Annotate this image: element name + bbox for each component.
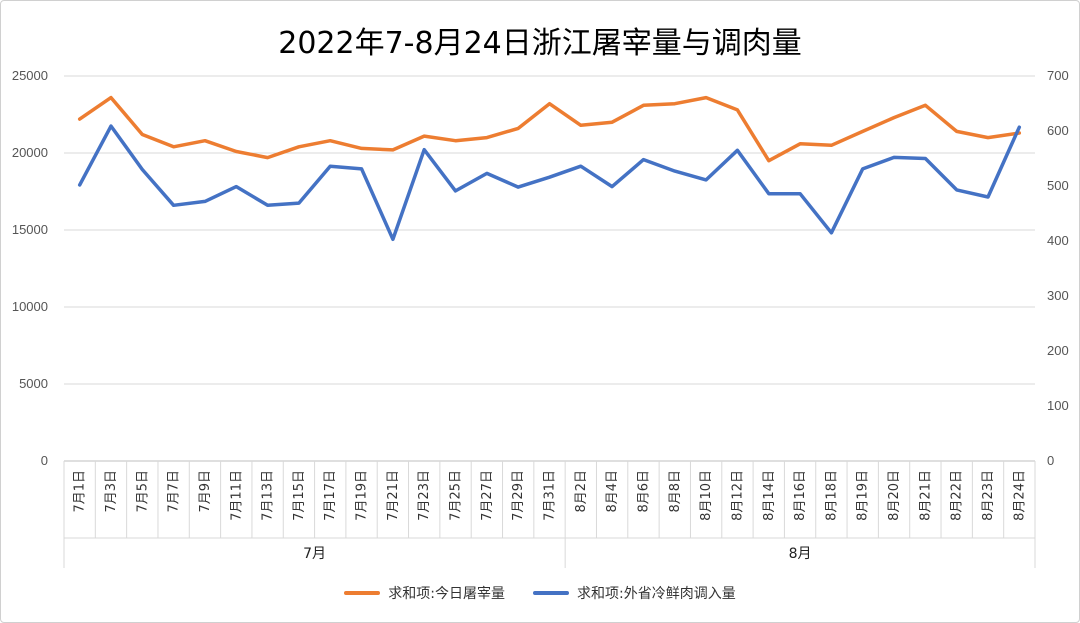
x-tick-label: 7月15日 <box>292 470 307 521</box>
y-right-tick-label: 200 <box>1047 343 1069 358</box>
x-tick-label: 7月23日 <box>417 470 432 521</box>
x-tick-label: 7月31日 <box>543 470 558 521</box>
series-line-slaughter <box>77 95 1022 163</box>
x-tick-label: 7月3日 <box>104 470 119 513</box>
x-tick-label: 7月19日 <box>355 470 370 521</box>
legend-label-slaughter: 求和项:今日屠宰量 <box>388 586 505 602</box>
x-tick-label: 8月16日 <box>793 470 808 521</box>
x-tick-label: 8月4日 <box>605 470 620 513</box>
x-tick-label: 7月9日 <box>198 470 213 513</box>
y-left-tick-label: 20000 <box>12 145 48 160</box>
x-tick-label: 8月19日 <box>856 470 871 521</box>
y-right-tick-label: 0 <box>1047 453 1054 468</box>
x-tick-label: 7月11日 <box>229 470 244 521</box>
x-tick-label: 8月24日 <box>1012 470 1027 521</box>
x-tick-label: 8月21日 <box>918 470 933 521</box>
x-tick-label: 8月22日 <box>950 470 965 521</box>
x-tick-label: 8月6日 <box>636 470 651 513</box>
x-tick-label: 7月21日 <box>386 470 401 521</box>
y-right-tick-label: 400 <box>1047 233 1069 248</box>
y-left-tick-label: 25000 <box>12 68 48 83</box>
x-tick-label: 7月5日 <box>135 470 150 513</box>
legend-swatch-import <box>533 591 569 595</box>
x-tick-label: 8月20日 <box>887 470 902 521</box>
legend-item-slaughter: 求和项:今日屠宰量 <box>344 583 505 603</box>
x-tick-label: 7月13日 <box>261 470 276 521</box>
x-tick-label: 8月2日 <box>574 470 589 513</box>
y-right-tick-label: 700 <box>1047 68 1069 83</box>
y-left-tick-label: 5000 <box>19 376 48 391</box>
x-tick-label: 7月25日 <box>449 470 464 521</box>
y-left-tick-label: 0 <box>41 453 48 468</box>
x-group-label: 8月 <box>789 546 812 562</box>
legend-item-import: 求和项:外省冷鲜肉调入量 <box>533 583 736 603</box>
y-left-tick-label: 10000 <box>12 299 48 314</box>
x-tick-label: 7月27日 <box>480 470 495 521</box>
chart-title: 2022年7-8月24日浙江屠宰量与调肉量 <box>278 26 802 61</box>
legend-label-import: 求和项:外省冷鲜肉调入量 <box>577 586 736 602</box>
y-right-tick-label: 100 <box>1047 398 1069 413</box>
x-tick-label: 7月1日 <box>73 470 88 513</box>
x-tick-label: 7月7日 <box>167 470 182 513</box>
x-tick-label: 7月17日 <box>323 470 338 521</box>
legend: 求和项:今日屠宰量 求和项:外省冷鲜肉调入量 <box>0 583 1080 603</box>
x-tick-label: 8月12日 <box>730 470 745 521</box>
y-left-tick-label: 15000 <box>12 222 48 237</box>
x-tick-label: 8月18日 <box>824 470 839 521</box>
x-tick-label: 8月8日 <box>668 470 683 513</box>
x-tick-label: 7月29日 <box>511 470 526 521</box>
x-tick-label: 8月10日 <box>699 470 714 521</box>
x-tick-label: 8月14日 <box>762 470 777 521</box>
x-group-label: 7月 <box>303 546 326 562</box>
series-line-import <box>77 124 1022 242</box>
y-right-tick-label: 500 <box>1047 178 1069 193</box>
x-tick-label: 8月23日 <box>981 470 996 521</box>
y-right-tick-label: 300 <box>1047 288 1069 303</box>
legend-swatch-slaughter <box>344 591 381 595</box>
y-right-tick-label: 600 <box>1047 123 1069 138</box>
